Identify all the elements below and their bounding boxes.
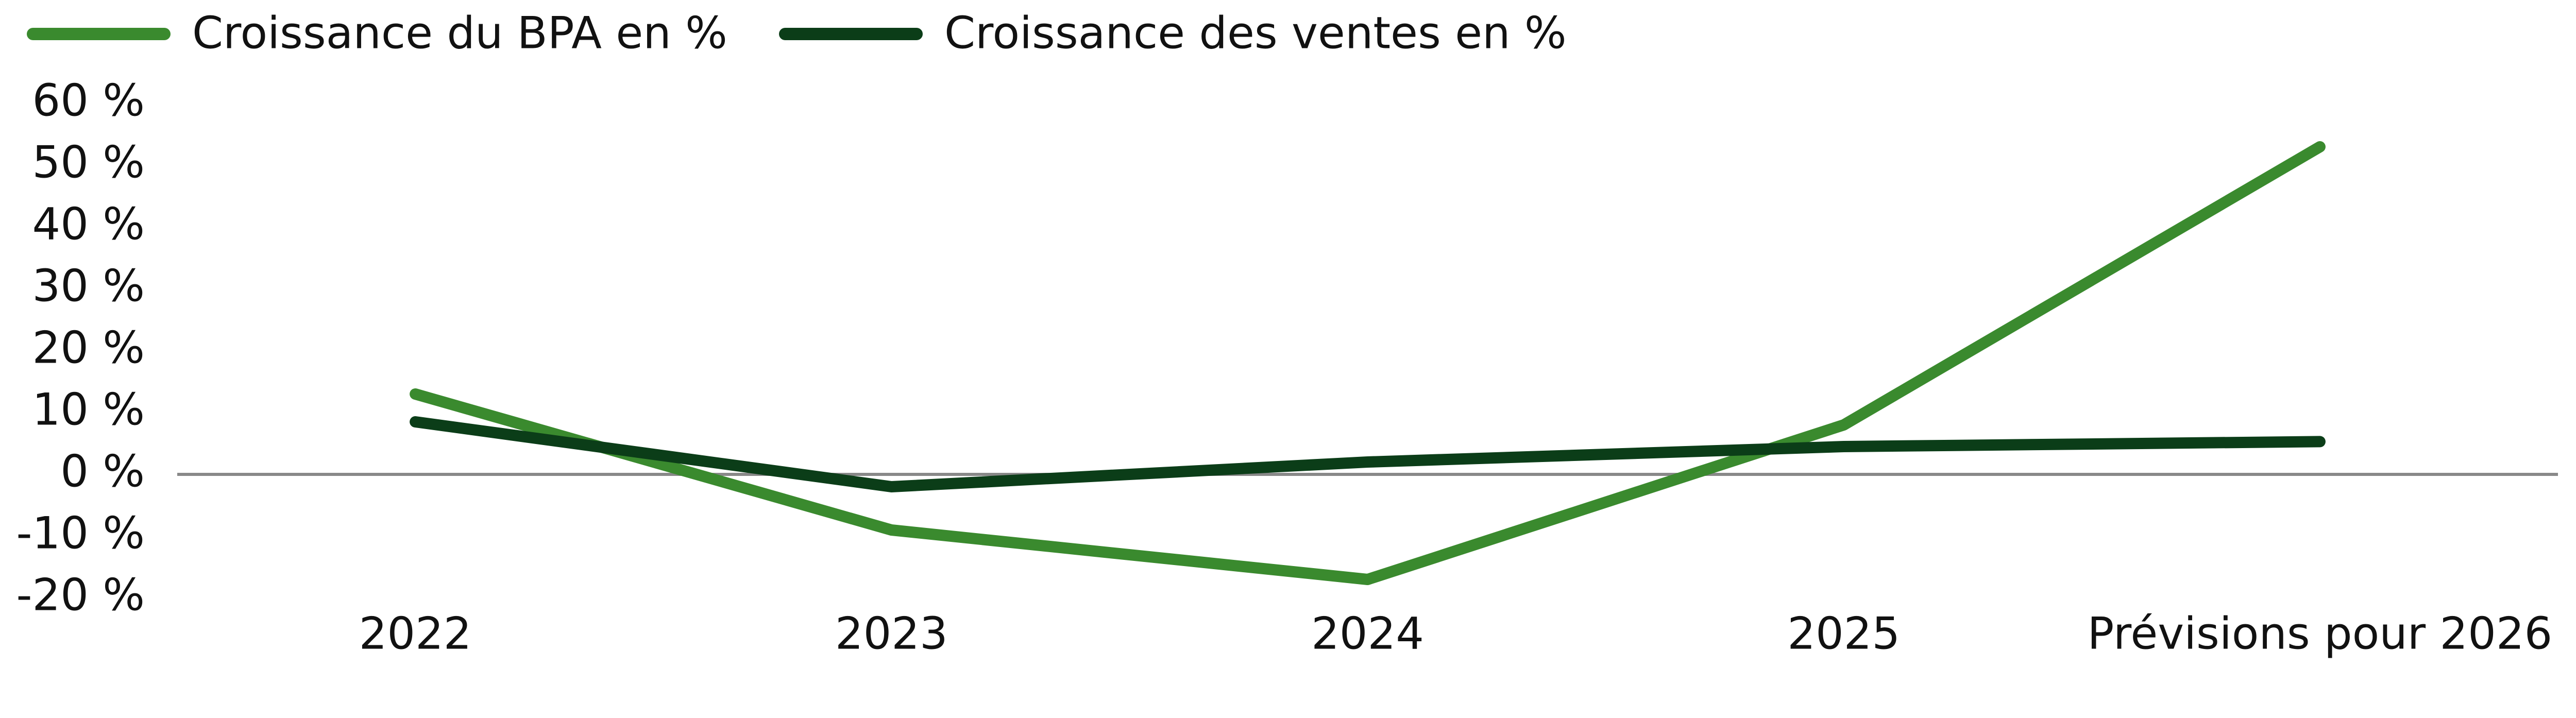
legend-label: Croissance du BPA en % xyxy=(192,7,727,59)
y-tick-label: 20 % xyxy=(32,322,145,373)
legend-label: Croissance des ventes en % xyxy=(944,7,1567,59)
y-tick-label: 60 % xyxy=(32,75,145,126)
x-tick-label: 2024 xyxy=(1311,608,1424,659)
y-tick-label: 10 % xyxy=(32,384,145,435)
x-tick-label: Prévisions pour 2026 xyxy=(2088,608,2553,659)
y-tick-label: 40 % xyxy=(32,198,145,250)
x-tick-label: 2023 xyxy=(835,608,948,659)
series-line xyxy=(410,141,2326,585)
y-tick-label: 0 % xyxy=(60,446,145,497)
y-tick-label: -20 % xyxy=(16,569,145,621)
x-tick-label: 2025 xyxy=(1787,608,1900,659)
y-tick-label: 50 % xyxy=(32,136,145,188)
y-tick-label: 30 % xyxy=(32,260,145,312)
y-tick-label: -10 % xyxy=(16,507,145,559)
x-tick-label: 2022 xyxy=(359,608,472,659)
series-line xyxy=(410,416,2326,492)
